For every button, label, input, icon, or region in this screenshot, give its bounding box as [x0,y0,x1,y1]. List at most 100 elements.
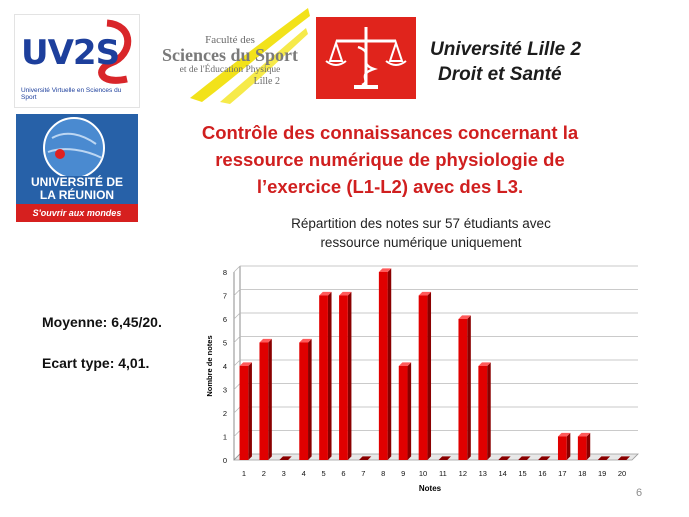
reunion-motto: S'ouvrir aux mondes [16,204,138,222]
uv2s-swoosh-icon [98,19,132,84]
y-tick-label: 8 [223,268,227,277]
bar-front [319,295,328,460]
bar-front [259,342,269,460]
bar-zero [279,456,292,460]
chart-x-ticks: 1 2 3 4 5 6 7 8 9 10 11 12 13 14 15 16 17 18 19 20 [242,469,626,478]
gridline-diag [233,430,241,437]
x-tick-label: 9 [401,469,405,478]
bar-15 [518,456,531,460]
bar-18 [577,432,591,460]
bar-side [387,268,392,460]
x-tick-label: 5 [321,469,325,478]
bar-top [319,291,332,296]
y-tick-label: 7 [223,292,227,301]
chart-title-line1: Répartition des notes sur 57 étudiants a… [291,216,551,231]
x-tick-label: 3 [282,469,286,478]
bar-top [398,362,412,366]
chart-gridlines [233,265,639,461]
x-tick-label: 8 [381,469,385,478]
chart-x-label: Notes [419,484,442,493]
x-tick-label: 19 [598,469,606,478]
bar-19 [597,456,611,460]
x-tick-label: 20 [618,469,626,478]
lille2-wordmark: Université Lille 2 Droit et Santé [430,37,581,87]
x-tick-label: 12 [459,469,467,478]
bar-front [577,436,587,460]
x-tick-label: 15 [518,469,526,478]
bar-top [259,338,272,343]
bar-side [347,291,352,460]
uv2s-caption: Université Virtuelle en Sciences du Spor… [21,87,122,101]
bar-top [458,315,471,319]
bar-12 [458,315,471,460]
bar-side [427,291,432,460]
y-tick-label: 4 [223,362,227,371]
bar-8 [378,268,392,460]
gridline-diag [233,289,241,296]
uv2s-mark: UV2S [21,33,120,73]
bar-front [557,436,567,460]
uv2s-logo: UV2S Université Virtuelle en Sciences du… [14,14,140,108]
sport-faculty-logo: Faculté des Sciences du Sport et de l'Éd… [150,6,310,106]
x-tick-label: 6 [341,469,345,478]
mean-stat: Moyenne: 6,45/20. [42,314,162,330]
gridline-diag [233,406,241,414]
bar-front [378,272,388,460]
bar-top [577,432,591,437]
reunion-line2: LA RÉUNION [39,188,115,202]
bar-top [378,268,392,272]
y-tick-label: 5 [223,339,227,348]
gridline-diag [233,336,241,343]
lille2-line2: Droit et Santé [438,64,562,85]
bar-top [478,362,491,366]
y-tick-label: 1 [223,433,227,442]
bar-zero [498,456,511,460]
slide-title-line2: ressource numérique de physiologie de [215,149,565,170]
y-tick-label: 3 [223,386,227,395]
reunion-logo: UNIVERSITÉ DE LA RÉUNION S'ouvrir aux mo… [16,114,138,222]
gridline-diag [233,312,241,320]
chart-title: Répartition des notes sur 57 étudiants a… [216,214,626,252]
bar-1 [239,362,252,460]
bar-front [478,366,488,460]
bar-14 [498,456,511,460]
bar-side [308,338,312,460]
chart-y-ticks: 0 1 2 3 4 5 6 7 8 [223,268,227,465]
bar-17 [557,432,571,460]
bar-side [248,362,252,460]
sport-line1: Faculté des [205,34,255,46]
std-dev-stat: Ecart type: 4,01. [42,355,150,371]
bar-7 [358,456,372,460]
bar-9 [398,362,412,460]
sport-line4: Lille 2 [253,76,280,87]
x-tick-label: 16 [538,469,546,478]
scales-of-justice-icon [325,27,407,89]
bar-side [327,291,332,460]
x-tick-label: 1 [242,469,246,478]
x-tick-label: 13 [479,469,487,478]
x-tick-label: 7 [361,469,365,478]
bar-top [239,362,252,366]
bar-zero [358,456,372,460]
x-tick-label: 11 [439,469,447,478]
bar-10 [418,291,432,460]
chart-floor [233,453,639,461]
x-tick-label: 4 [302,469,306,478]
globe-icon [43,117,105,176]
bar-16 [538,456,551,460]
chart-y-label: Nombre de notes [205,335,214,396]
x-tick-label: 14 [498,469,506,478]
bar-front [398,366,408,460]
y-tick-label: 6 [223,315,227,324]
bar-11 [438,456,451,460]
bar-top [557,432,571,437]
chart-bars [239,268,631,460]
bar-side [268,338,272,460]
lille2-emblem [316,17,416,99]
lille2-line1: Université Lille 2 [430,39,582,60]
bar-4 [299,338,312,460]
slide-title: Contrôle des connaissances concernant la… [160,119,620,200]
bar-side [407,362,412,460]
sport-line2: Sciences du Sport [161,45,298,65]
x-tick-label: 10 [419,469,427,478]
